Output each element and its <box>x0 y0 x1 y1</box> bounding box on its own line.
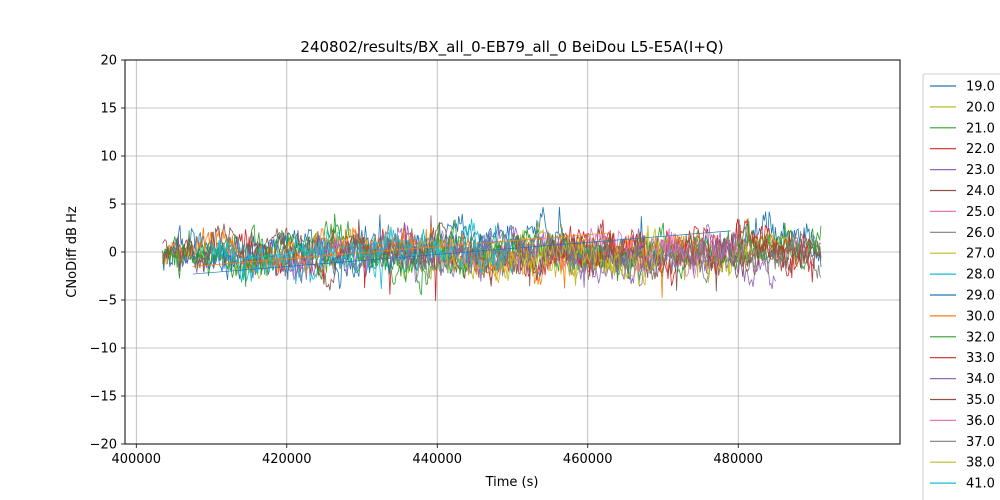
y-tick-label: 5 <box>109 198 117 213</box>
legend-label: 23.0 <box>966 163 995 178</box>
legend-label: 32.0 <box>966 330 995 345</box>
series-line-38.0 <box>437 234 664 287</box>
legend-label: 41.0 <box>966 477 995 492</box>
y-tick-label: −10 <box>90 342 117 357</box>
legend-label: 24.0 <box>966 184 995 199</box>
y-tick-label: −15 <box>90 390 117 405</box>
legend-label: 28.0 <box>966 268 995 283</box>
y-tick-label: 15 <box>100 102 117 117</box>
legend-label: 27.0 <box>966 247 995 262</box>
legend-label: 19.0 <box>966 80 995 95</box>
y-tick-label: 10 <box>100 150 117 165</box>
x-axis-ticks: 400000 420000 440000 460000 480000 <box>111 444 763 467</box>
y-tick-label: −20 <box>90 438 117 453</box>
legend-label: 26.0 <box>966 226 995 241</box>
legend-label: 21.0 <box>966 121 995 136</box>
x-tick-label: 460000 <box>563 452 613 467</box>
series-line-32.0 <box>162 220 822 282</box>
series-gap-line <box>192 230 731 275</box>
legend-label: 35.0 <box>966 393 995 408</box>
legend-label: 20.0 <box>966 100 995 115</box>
legend-label: 38.0 <box>966 456 995 471</box>
series-lines <box>162 206 822 301</box>
x-tick-label: 400000 <box>111 452 161 467</box>
y-axis-label: CNoDiff dB Hz <box>65 206 80 298</box>
series-gap-line <box>192 232 611 267</box>
series-line-35.0 <box>162 219 822 291</box>
chart-title: 240802/results/BX_all_0-EB79_all_0 BeiDo… <box>300 38 723 57</box>
y-axis-ticks: −20 −15 −10 −5 0 5 10 15 20 <box>90 54 125 453</box>
x-axis-label: Time (s) <box>485 475 539 490</box>
legend-label: 22.0 <box>966 142 995 157</box>
x-tick-label: 420000 <box>262 452 312 467</box>
legend-box <box>922 73 1000 500</box>
legend-label: 36.0 <box>966 414 995 429</box>
legend-label: 33.0 <box>966 351 995 366</box>
x-tick-label: 480000 <box>713 452 763 467</box>
legend-label: 29.0 <box>966 289 995 304</box>
x-tick-label: 440000 <box>412 452 462 467</box>
series-line-41.0 <box>211 226 513 283</box>
legend-label: 30.0 <box>966 309 995 324</box>
legend-label: 34.0 <box>966 372 995 387</box>
series-gap-line <box>241 238 423 260</box>
y-tick-label: 20 <box>100 54 117 69</box>
legend-label: 37.0 <box>966 435 995 450</box>
y-tick-label: −5 <box>98 294 117 309</box>
legend: 19.0 20.0 21.0 22.0 23.0 24.0 25.0 26.0 27.0 28.0… <box>922 73 1000 500</box>
y-tick-label: 0 <box>109 246 117 261</box>
series-line-36.0 <box>625 237 739 272</box>
legend-label: 25.0 <box>966 205 995 220</box>
